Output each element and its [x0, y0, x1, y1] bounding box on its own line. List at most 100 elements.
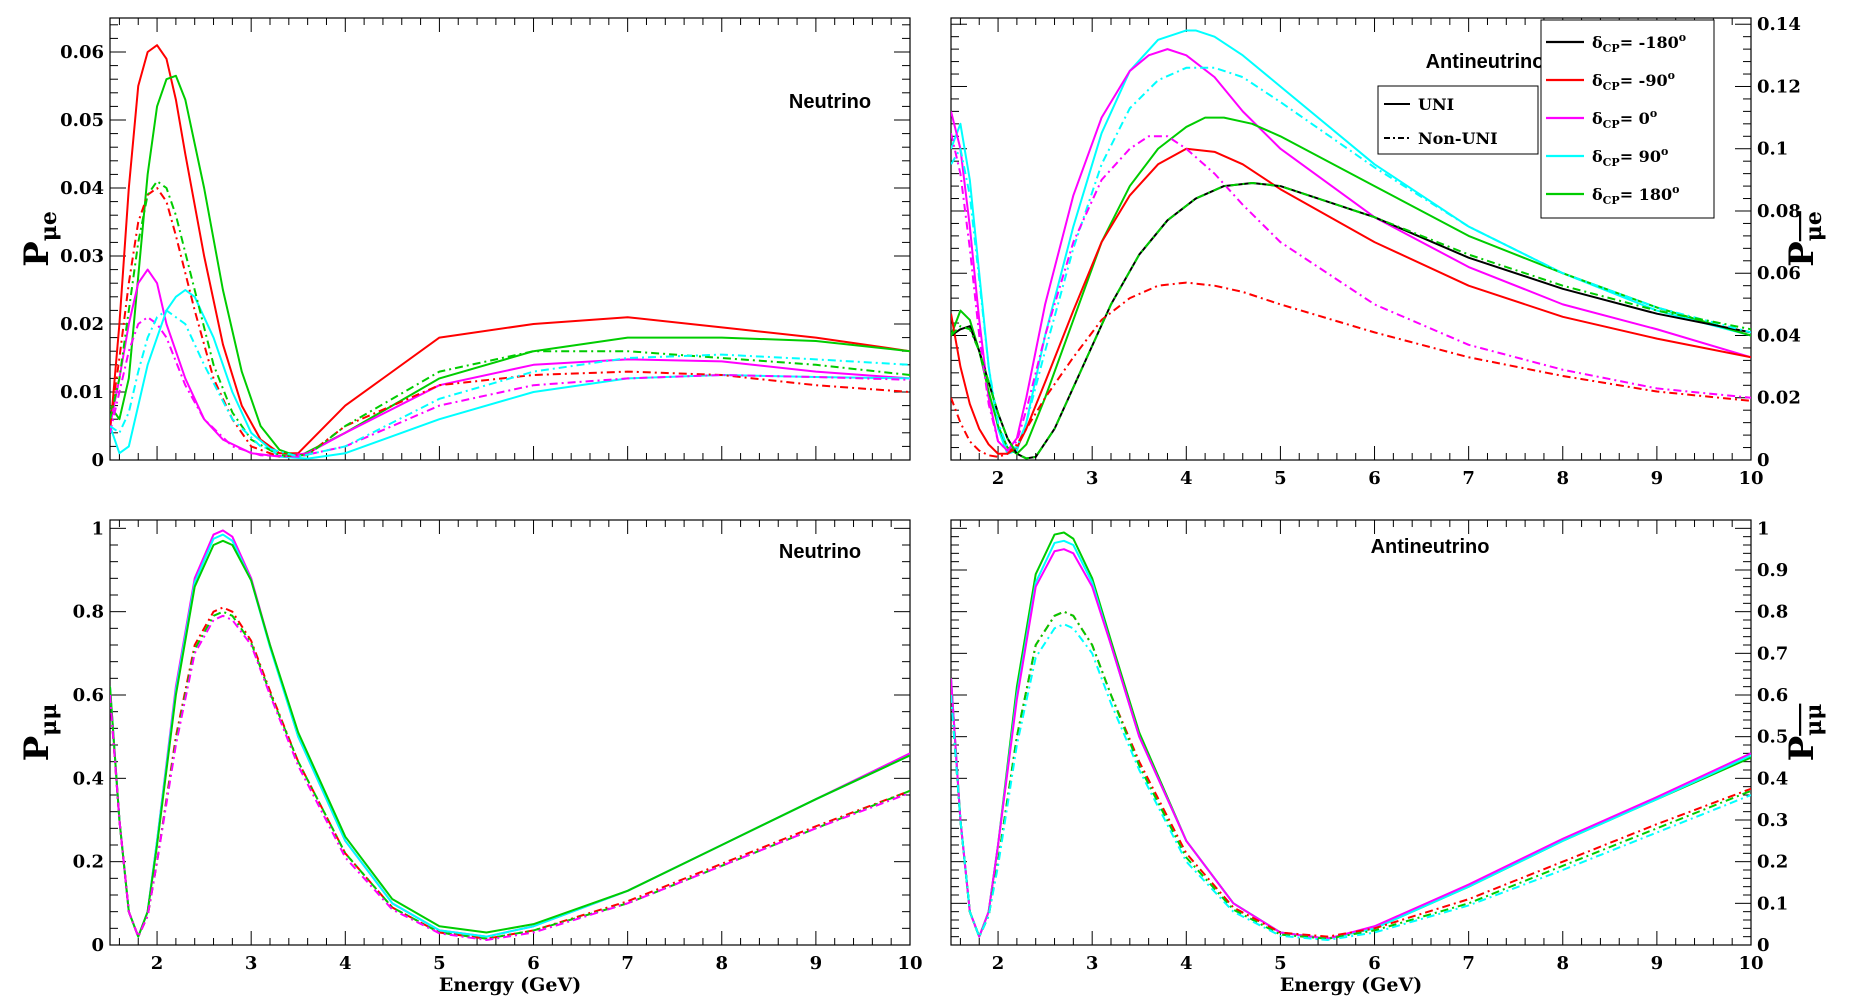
series-line-cp_180-dashdot: [951, 610, 1751, 940]
legend-style-label: UNI: [1418, 95, 1454, 114]
series-line-cp_m180-solid: [951, 181, 1751, 460]
x-tick-label: 4: [1180, 953, 1193, 974]
y-tick-label: 0.04: [1757, 325, 1801, 346]
x-tick-label: 9: [1651, 953, 1664, 974]
panel-title: Neutrino: [789, 91, 871, 113]
x-tick-label: 8: [1556, 468, 1569, 489]
x-tick-label: 9: [1651, 468, 1664, 489]
y-tick-label: 1: [91, 518, 104, 539]
x-tick-label: 5: [433, 953, 446, 974]
series-line-cp_90-solid: [951, 539, 1751, 940]
y-tick-label: 0.4: [73, 768, 104, 789]
series-line-cp_0-solid: [110, 529, 910, 938]
y-tick-label: 0.12: [1757, 76, 1801, 97]
y-tick-label: 0.06: [60, 42, 104, 63]
x-tick-label: 2: [151, 953, 164, 974]
legend-cp-label: δCP= 90o: [1592, 145, 1668, 169]
x-tick-label: 7: [621, 953, 634, 974]
style-legend: UNI Non-UNI: [1377, 85, 1539, 155]
series-line-cp_90-dashdot: [951, 623, 1751, 941]
series-line-cp_m90-dashdot: [951, 610, 1751, 938]
x-tick-label: 4: [1180, 468, 1193, 489]
series-line-cp_m90-solid: [110, 44, 910, 455]
y-tick-label: 0.4: [1757, 768, 1788, 789]
legend-cp-label: δCP= -90o: [1592, 69, 1675, 93]
x-tick-label: 7: [1462, 468, 1475, 489]
series-line-cp_180-dashdot: [110, 610, 910, 940]
y-tick-label: 1: [1757, 518, 1770, 539]
y-tick-label: 0: [91, 450, 104, 471]
y-tick-label: 0.2: [73, 852, 104, 873]
series-line-cp_180-dashdot: [110, 180, 910, 457]
x-tick-label: 5: [1274, 468, 1287, 489]
x-tick-label: 10: [897, 953, 922, 974]
y-tick-label: 0.8: [73, 602, 104, 623]
x-tick-label: 2: [992, 953, 1005, 974]
series-line-cp_0-solid: [951, 548, 1751, 940]
panel-2: 2 3 4 5 6 7 8 9 100 0.02 0.04 0.06 0.08 0.1 0.12 0.14 Pμ…: [950, 14, 1827, 489]
panel-4: 2 3 4 5 6 7 8 9 100 0.1 0.2 0.3 0.4 0.5 0.6 0.7 0.8 0.9 1 P…: [950, 518, 1827, 996]
y-axis-label: Pμe: [1782, 211, 1827, 267]
x-tick-label: 3: [245, 953, 258, 974]
y-tick-label: 0.14: [1757, 14, 1801, 35]
cp-legend: δCP= -180o δCP= -90o δCP= 0o δCP= 90o δCP= 1…: [1540, 19, 1715, 219]
x-tick-label: 2: [992, 468, 1005, 489]
series-line-cp_90-solid: [110, 533, 910, 938]
x-axis-label: Energy (GeV): [1280, 974, 1422, 996]
x-tick-label: 3: [1086, 953, 1099, 974]
series-line-cp_180-solid: [110, 74, 910, 458]
x-tick-label: 3: [1086, 468, 1099, 489]
y-tick-label: 0.8: [1757, 602, 1788, 623]
series-line-cp_180-solid: [951, 531, 1751, 940]
y-axis-label: Pμe: [17, 211, 62, 267]
plot-frame: [109, 17, 911, 461]
y-tick-label: 0.08: [1757, 201, 1801, 222]
panel-1: 0 0.01 0.02 0.03 0.04 0.05 0.06 Pμe Neutrino: [17, 17, 911, 471]
series-line-cp_0-dashdot: [110, 614, 910, 941]
x-tick-label: 9: [810, 953, 823, 974]
x-axis-label: Energy (GeV): [439, 974, 581, 996]
style-legend-box: [1377, 85, 1539, 155]
x-tick-label: 10: [1738, 468, 1763, 489]
series-line-cp_0-dashdot: [110, 316, 910, 458]
series-line-cp_90-solid: [110, 289, 910, 460]
legend-cp-label: δCP= 0o: [1592, 107, 1657, 131]
y-tick-label: 0: [91, 935, 104, 956]
series-line-cp_0-solid: [110, 268, 910, 458]
x-tick-label: 7: [1462, 953, 1475, 974]
plot-frame: [950, 519, 1752, 946]
x-tick-label: 8: [1556, 953, 1569, 974]
y-tick-label: 0.9: [1757, 560, 1788, 581]
series-line-cp_m90-dashdot: [110, 606, 910, 940]
x-tick-label: 6: [1368, 468, 1381, 489]
series-line-cp_m90-dashdot: [951, 281, 1751, 458]
legend-style-label: Non-UNI: [1418, 129, 1498, 148]
y-tick-label: 0.02: [60, 314, 104, 335]
y-tick-label: 0.6: [73, 685, 104, 706]
y-tick-label: 0: [1757, 935, 1770, 956]
panel-title: Antineutrino: [1371, 536, 1490, 558]
y-axis-label: Pμμ: [1782, 704, 1827, 762]
series-line-cp_180-solid: [951, 116, 1751, 455]
x-tick-label: 6: [1368, 953, 1381, 974]
y-axis-label: Pμμ: [17, 704, 62, 762]
x-tick-label: 8: [715, 953, 728, 974]
y-tick-label: 0.5: [1757, 727, 1788, 748]
y-tick-label: 0: [1757, 450, 1770, 471]
y-tick-label: 0.05: [60, 110, 104, 131]
plot-frame: [109, 519, 911, 946]
y-tick-label: 0.02: [1757, 388, 1801, 409]
y-tick-label: 0.03: [60, 246, 104, 267]
x-tick-label: 10: [1738, 953, 1763, 974]
y-tick-label: 0.06: [1757, 263, 1801, 284]
x-tick-label: 4: [339, 953, 352, 974]
legend-cp-label: δCP= 180o: [1592, 183, 1679, 207]
legend-cp-label: δCP= -180o: [1592, 31, 1686, 55]
series-line-cp_m90-solid: [951, 147, 1751, 455]
panel-title: Neutrino: [779, 541, 861, 563]
series-line-cp_0-dashdot: [951, 132, 1751, 452]
series-line-cp_180-solid: [110, 539, 910, 938]
y-tick-label: 0.04: [60, 178, 104, 199]
series-line-cp_90-dashdot: [951, 66, 1751, 449]
